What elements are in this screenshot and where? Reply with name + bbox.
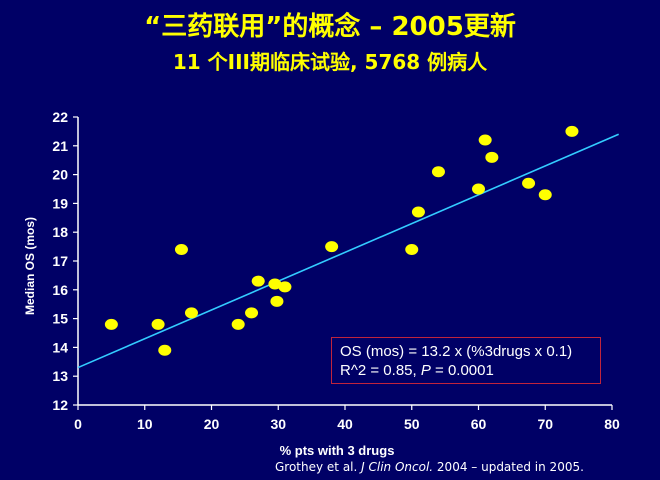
p-label: P: [420, 362, 431, 379]
data-point: [270, 295, 284, 307]
x-tick-label: 50: [404, 416, 420, 432]
data-point: [411, 206, 425, 218]
data-point: [405, 243, 419, 255]
y-axis-label: Median OS (mos): [23, 217, 37, 315]
y-tick-label: 15: [52, 311, 68, 327]
x-tick-label: 30: [270, 416, 286, 432]
y-tick-label: 19: [52, 195, 68, 211]
data-point: [278, 281, 292, 293]
data-point: [325, 241, 339, 253]
citation-journal: J Clin Oncol.: [361, 460, 434, 474]
citation-authors: Grothey et al.: [275, 460, 362, 474]
y-tick-label: 18: [52, 224, 68, 240]
data-point: [184, 307, 198, 319]
data-point: [158, 344, 172, 356]
x-tick-label: 70: [537, 416, 553, 432]
slide-title: “三药联用”的概念 – 2005更新: [144, 12, 516, 42]
y-tick-label: 13: [52, 368, 68, 384]
slide-subtitle: 11 个III期临床试验, 5768 例病人: [172, 50, 488, 74]
x-tick-label: 0: [74, 416, 82, 432]
y-tick-label: 12: [52, 397, 68, 413]
y-tick-label: 14: [52, 339, 68, 355]
data-point: [174, 243, 188, 255]
y-tick-label: 22: [52, 109, 68, 125]
y-tick-label: 17: [52, 253, 68, 269]
data-point: [251, 275, 265, 287]
regression-line: [77, 133, 619, 369]
r-squared: R^2 = 0.85,: [340, 362, 421, 379]
x-tick-label: 60: [471, 416, 487, 432]
data-point: [565, 125, 579, 137]
x-tick-label: 20: [204, 416, 220, 432]
x-tick-label: 40: [337, 416, 353, 432]
data-point: [478, 134, 492, 146]
data-point: [231, 318, 245, 330]
regression-stats: R^2 = 0.85, P = 0.0001: [340, 361, 592, 380]
x-tick-label: 80: [604, 416, 620, 432]
x-axis-label: % pts with 3 drugs: [280, 443, 395, 458]
y-tick-label: 21: [52, 138, 68, 154]
citation-year: 2004 – updated in 2005.: [433, 460, 584, 474]
data-point: [472, 183, 485, 195]
x-tick-label: 10: [137, 416, 153, 432]
regression-equation-box: OS (mos) = 13.2 x (%3drugs x 0.1) R^2 = …: [331, 337, 601, 384]
data-point: [104, 318, 118, 330]
y-tick-label: 20: [52, 167, 68, 183]
data-point: [431, 166, 445, 178]
data-point: [245, 307, 259, 319]
data-point: [268, 278, 282, 290]
regression-equation: OS (mos) = 13.2 x (%3drugs x 0.1): [340, 343, 573, 360]
data-point: [151, 318, 165, 330]
data-point: [485, 151, 499, 163]
data-point: [538, 189, 552, 201]
y-tick-label: 16: [52, 282, 68, 298]
data-point: [522, 177, 536, 189]
p-value: = 0.0001: [430, 362, 494, 379]
